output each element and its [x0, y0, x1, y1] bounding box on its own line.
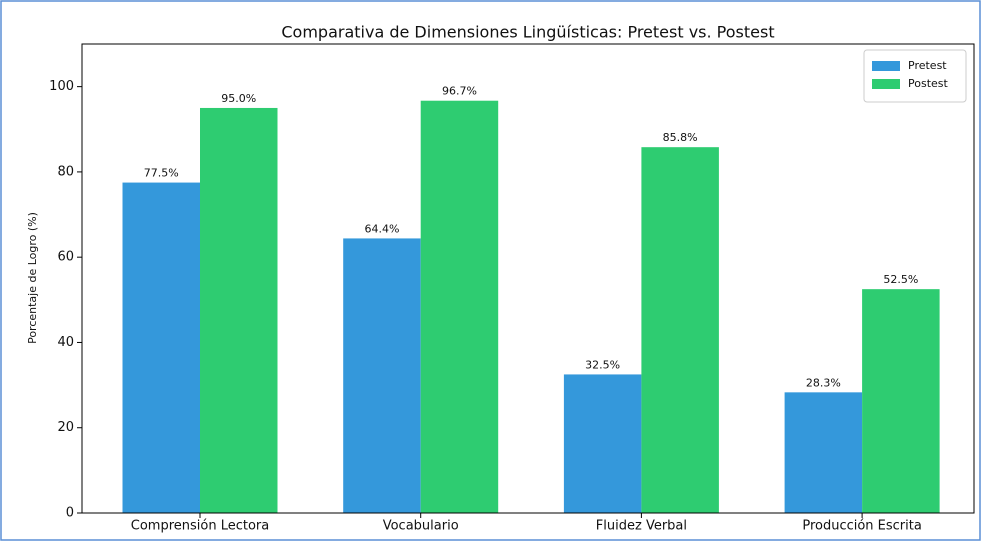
- bar: [641, 147, 719, 513]
- bar: [200, 107, 278, 514]
- y-tick-label: 80: [57, 164, 74, 179]
- plot-frame: [81, 43, 975, 514]
- bar: [784, 392, 863, 513]
- value-label: 95.0%: [221, 92, 256, 105]
- x-tick-label: Vocabulario: [383, 519, 459, 534]
- legend-label: Pretest: [908, 59, 947, 72]
- value-label: 28.3%: [806, 376, 841, 389]
- value-label: 64.4%: [364, 222, 399, 235]
- y-tick-label: 20: [57, 420, 74, 435]
- value-label: 52.5%: [883, 273, 918, 286]
- y-tick-label: 0: [66, 506, 74, 521]
- bar: [420, 100, 499, 513]
- chart-title: Comparativa de Dimensiones Lingüísticas:…: [281, 23, 774, 42]
- value-label: 32.5%: [585, 358, 620, 371]
- bar: [343, 238, 421, 513]
- bar: [563, 374, 642, 513]
- bar: [122, 182, 200, 513]
- y-tick-label: 40: [57, 335, 74, 350]
- legend-label: Postest: [908, 77, 949, 90]
- legend-swatch: [872, 79, 900, 89]
- y-tick-label: 60: [57, 250, 74, 265]
- y-tick-label: 100: [49, 79, 74, 94]
- x-tick-label: Comprensión Lectora: [131, 519, 269, 534]
- value-label: 77.5%: [144, 167, 179, 180]
- x-tick-label: Fluidez Verbal: [596, 519, 687, 534]
- legend-swatch: [872, 61, 900, 71]
- bar: [862, 289, 940, 513]
- x-tick-label: Producción Escrita: [802, 519, 922, 534]
- y-axis-label: Porcentaje de Logro (%): [26, 212, 39, 344]
- value-label: 85.8%: [663, 131, 698, 144]
- legend-box: [863, 49, 967, 103]
- value-label: 96.7%: [442, 85, 477, 98]
